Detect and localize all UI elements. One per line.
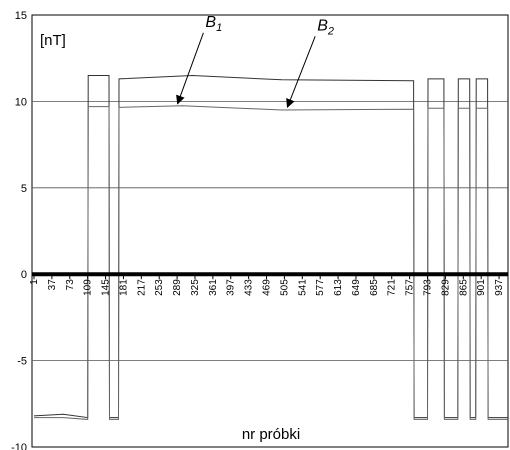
y-tick-label: 0	[21, 269, 27, 281]
x-axis-label: nr próbki	[242, 426, 300, 443]
y-axis-label: [nT]	[40, 32, 66, 49]
x-tick-label: 505	[279, 279, 290, 296]
x-tick-label: 37	[47, 279, 58, 291]
y-tick-labels: -10 -5 0 5 10 15	[11, 10, 27, 450]
x-tick-label: 685	[369, 279, 380, 296]
x-tick-label: 613	[333, 279, 344, 296]
zero-axis	[32, 272, 508, 280]
y-tick-label: 15	[15, 10, 27, 22]
x-tick-label: 109	[83, 279, 94, 296]
annotation-arrow	[176, 32, 204, 105]
x-tick-label: 217	[136, 279, 147, 296]
annotation-subscript: 1	[216, 22, 222, 34]
annotation-arrow	[286, 36, 316, 109]
x-tick-label: 721	[387, 279, 398, 296]
gridlines	[32, 101, 508, 362]
x-tick-label: 289	[172, 279, 183, 296]
x-tick-label: 397	[226, 279, 237, 296]
plot-area	[31, 14, 509, 448]
x-tick-label: 649	[351, 279, 362, 296]
x-tick-label: 757	[405, 279, 416, 296]
y-tick-label: -10	[11, 442, 27, 450]
x-tick-label: 541	[297, 279, 308, 296]
x-tick-label: 793	[423, 279, 434, 296]
x-tick-label: 829	[440, 279, 451, 296]
series-group	[33, 74, 508, 420]
x-tick-label: 469	[262, 279, 273, 296]
x-tick-label: 433	[244, 279, 255, 296]
x-tick-label: 181	[118, 279, 129, 296]
x-tick-labels: 1 37 73 109 145 181 217 253 289 325 361 397 433 469 50…	[29, 279, 505, 296]
x-tick-label: 1	[29, 279, 40, 285]
x-tick-label: 253	[154, 279, 165, 296]
x-tick-label: 865	[458, 279, 469, 296]
x-tick-label: 361	[208, 279, 219, 296]
y-tick-label: 10	[15, 96, 27, 108]
x-tick-label: 73	[65, 279, 76, 291]
x-tick-label: 325	[190, 279, 201, 296]
annotation-subscript: 2	[327, 25, 334, 37]
y-tick-label: -5	[17, 356, 27, 368]
series-line-B2	[34, 105, 508, 420]
x-tick-label: 901	[476, 279, 487, 296]
x-tick-label: 577	[315, 279, 326, 296]
x-tick-label: 145	[101, 279, 112, 296]
y-tick-label: 5	[21, 183, 27, 195]
x-tick-label: 937	[494, 279, 505, 296]
